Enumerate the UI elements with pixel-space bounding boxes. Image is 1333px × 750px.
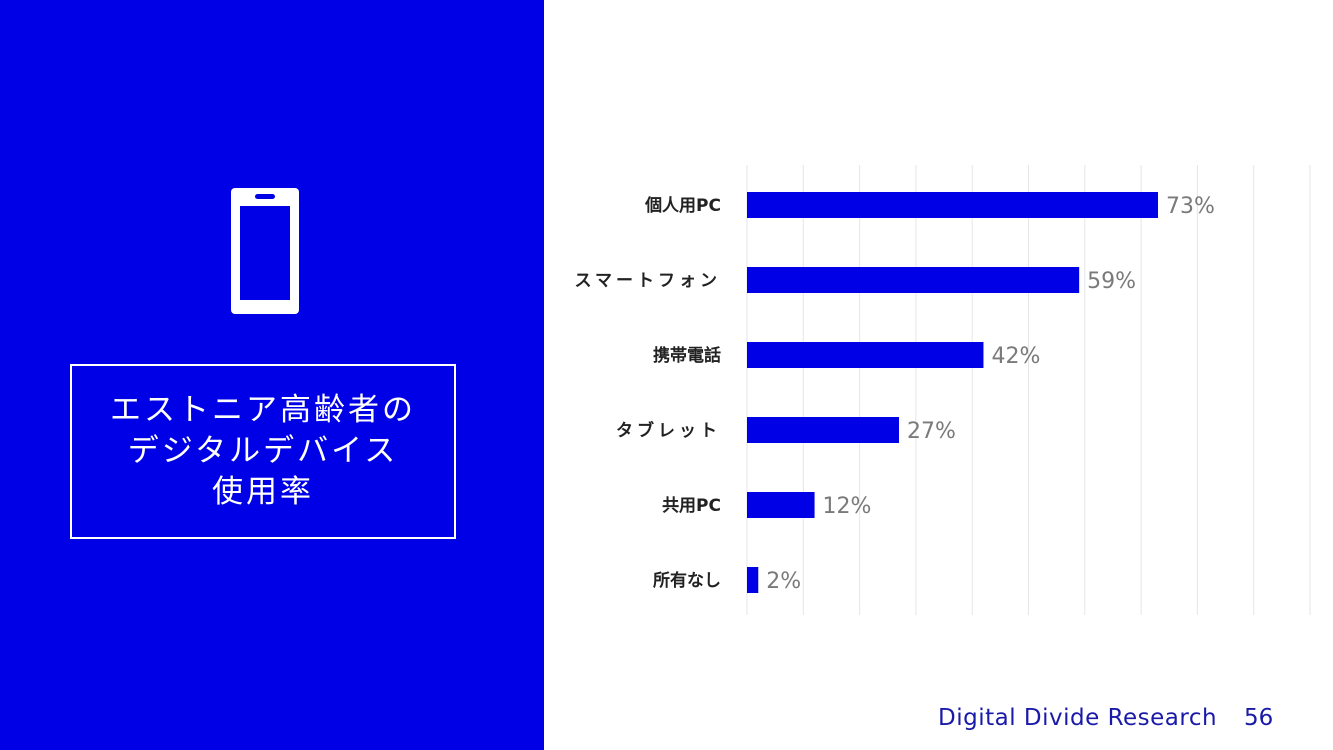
- title-line-3: 使用率: [212, 474, 314, 510]
- bar: [747, 342, 984, 368]
- value-label: 59%: [1087, 269, 1136, 294]
- left-panel: エストニア高齢者の デジタルデバイス 使用率: [0, 0, 544, 750]
- category-label: スマートフォン: [575, 271, 722, 291]
- category-label: 共用PC: [662, 496, 721, 516]
- bar: [747, 492, 815, 518]
- value-label: 73%: [1166, 194, 1215, 219]
- bar-chart: 個人用PC 73% スマートフォン 59% 携帯電話 42% タブレット 27% 共用PC 12%…: [575, 165, 1311, 615]
- value-label: 2%: [766, 569, 801, 594]
- value-label: 27%: [907, 419, 956, 444]
- value-label: 12%: [823, 494, 872, 519]
- value-label: 42%: [991, 344, 1040, 369]
- bar: [747, 267, 1080, 293]
- bar: [747, 192, 1158, 218]
- title-box: エストニア高齢者の デジタルデバイス 使用率: [70, 364, 456, 539]
- category-label: タブレット: [616, 420, 721, 441]
- title-line-2: デジタルデバイス: [127, 433, 399, 469]
- title-line-1: エストニア高齢者の: [110, 392, 416, 428]
- smartphone-icon: [231, 188, 299, 314]
- category-label: 個人用PC: [644, 195, 721, 216]
- category-label: 携帯電話: [653, 345, 721, 366]
- page-number: 56: [1244, 705, 1274, 731]
- bar: [747, 417, 900, 443]
- bar: [747, 567, 759, 593]
- footer-source: Digital Divide Research: [938, 705, 1218, 731]
- category-label: 所有なし: [653, 570, 721, 591]
